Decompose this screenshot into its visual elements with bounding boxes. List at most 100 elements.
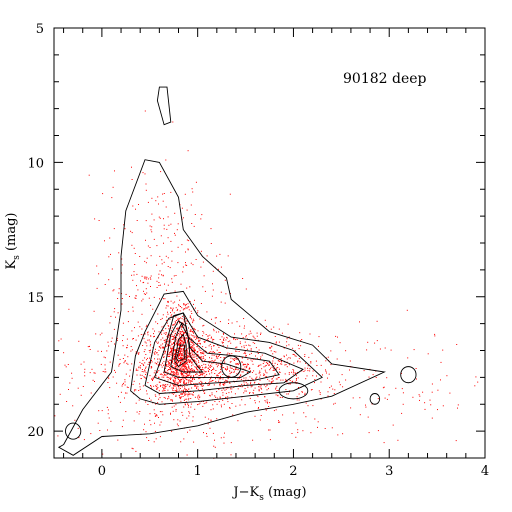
data-point [181, 326, 183, 327]
data-point [330, 364, 332, 366]
data-point [165, 374, 167, 376]
data-point [225, 392, 227, 394]
data-point [182, 359, 184, 361]
data-point [215, 363, 217, 365]
data-point [178, 319, 180, 321]
data-point [244, 366, 246, 368]
data-point [194, 214, 196, 215]
data-point [200, 380, 202, 382]
data-point [235, 358, 237, 360]
data-point [121, 293, 122, 295]
data-point [187, 356, 189, 358]
data-point [191, 351, 193, 353]
data-point [222, 342, 224, 344]
data-point [169, 338, 170, 340]
data-point [108, 279, 110, 281]
data-point [221, 336, 223, 338]
data-point [194, 369, 195, 371]
data-point [170, 351, 172, 353]
data-point [236, 358, 238, 360]
data-point [170, 354, 172, 356]
data-point [189, 393, 191, 395]
data-point [186, 337, 187, 339]
data-point [212, 404, 214, 406]
data-point [111, 337, 113, 339]
data-point [166, 343, 168, 345]
data-point [171, 399, 173, 401]
data-point [194, 328, 195, 330]
data-point [200, 343, 201, 345]
data-point [165, 333, 167, 335]
data-point [98, 220, 100, 221]
data-point [229, 382, 231, 384]
data-point [164, 385, 166, 387]
data-point [424, 402, 426, 404]
data-point [189, 360, 191, 362]
data-point [176, 356, 178, 358]
data-point [154, 335, 155, 337]
data-point [84, 368, 86, 370]
data-point [222, 399, 224, 401]
data-point [170, 377, 172, 379]
data-point [257, 353, 259, 354]
data-point [177, 356, 179, 358]
data-point [180, 355, 182, 357]
data-point [167, 325, 169, 327]
data-point [217, 268, 219, 270]
data-point [164, 373, 166, 375]
data-point [407, 357, 409, 359]
data-point [287, 393, 289, 395]
data-point [162, 275, 164, 277]
data-point [145, 276, 147, 278]
data-point [174, 368, 176, 370]
data-point [177, 319, 179, 320]
data-point [227, 345, 229, 347]
data-point [175, 396, 177, 397]
data-point [198, 365, 200, 367]
data-point [167, 305, 169, 307]
data-point [165, 384, 167, 385]
data-point [131, 363, 133, 365]
data-point [190, 381, 191, 383]
data-point [145, 326, 147, 328]
data-point [293, 412, 295, 414]
data-point [150, 286, 151, 287]
data-point [434, 335, 436, 337]
data-point [415, 368, 417, 369]
data-point [168, 353, 170, 355]
data-point [150, 343, 152, 345]
data-point [191, 393, 193, 395]
data-point [133, 420, 135, 422]
data-point [150, 385, 151, 386]
data-point [192, 364, 194, 366]
data-point [187, 306, 189, 308]
data-point [173, 393, 174, 395]
data-point [63, 352, 65, 354]
data-point [220, 375, 221, 377]
data-point [253, 389, 255, 391]
data-point [190, 370, 192, 372]
data-point [105, 371, 107, 373]
data-point [233, 358, 235, 360]
data-point [368, 432, 370, 434]
data-point [203, 432, 204, 434]
data-point [162, 314, 164, 316]
data-point [222, 394, 224, 396]
data-point [160, 385, 161, 387]
data-point [208, 382, 210, 384]
data-point [144, 278, 146, 280]
data-point [292, 353, 294, 355]
data-point [140, 378, 142, 379]
data-point [183, 342, 184, 344]
data-point [260, 356, 262, 358]
data-point [327, 356, 329, 358]
data-point [167, 301, 168, 303]
data-point [180, 342, 182, 343]
data-point [154, 358, 155, 360]
data-point [244, 404, 246, 406]
data-point [181, 374, 183, 376]
data-point [139, 388, 141, 390]
data-point [412, 396, 414, 398]
data-point [440, 379, 441, 381]
data-point [141, 300, 143, 302]
